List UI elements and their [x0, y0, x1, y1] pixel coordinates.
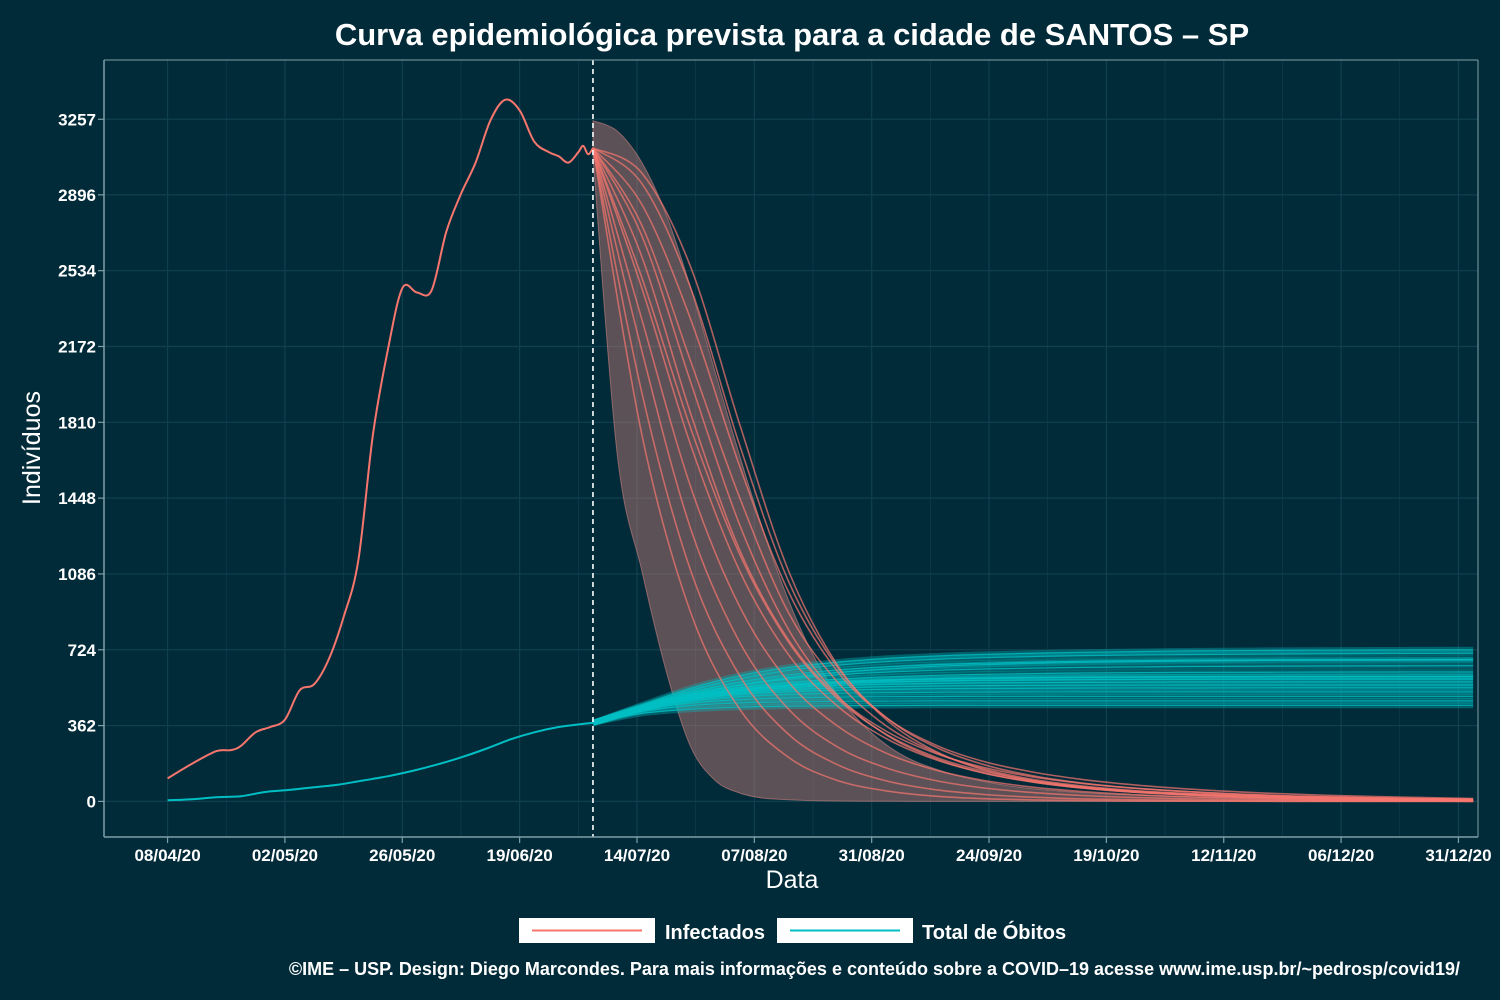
deaths-forecast-line — [592, 649, 1474, 724]
infected-forecast-line — [592, 147, 1474, 801]
infected-forecast-lines — [592, 147, 1474, 803]
infected-forecast-line — [592, 147, 1474, 800]
y-tick-label: 2172 — [58, 338, 96, 357]
legend: Infectados Total de Óbitos — [519, 918, 1066, 944]
x-tick-label: 06/12/20 — [1308, 846, 1374, 865]
infected-forecast-line — [592, 147, 1474, 801]
deaths-forecast-line — [592, 684, 1474, 724]
deaths-forecast-line — [592, 704, 1474, 724]
chart-title: Curva epidemiológica prevista para a cid… — [335, 17, 1249, 52]
observed-lines — [167, 98, 594, 802]
x-tick-label: 19/10/20 — [1073, 846, 1139, 865]
deaths-forecast-line — [592, 687, 1474, 724]
x-tick-label: 31/12/20 — [1425, 846, 1491, 865]
legend-label-deaths: Total de Óbitos — [922, 920, 1066, 944]
y-tick-label: 3257 — [58, 110, 96, 129]
infected-forecast-line — [592, 147, 1474, 801]
tick-labels: 08/04/20 02/05/20 26/05/20 19/06/20 14/07/20… — [58, 110, 1491, 865]
y-tick-label: 724 — [68, 641, 97, 660]
y-tick-label: 1086 — [58, 565, 96, 584]
deaths-forecast-line — [592, 695, 1474, 724]
legend-label-infected: Infectados — [665, 922, 765, 944]
deaths-forecast-line — [592, 681, 1474, 724]
deaths-forecast-line — [592, 671, 1474, 724]
grid-lines — [104, 60, 1478, 837]
y-tick-label: 2534 — [58, 262, 96, 281]
y-tick-label: 0 — [87, 792, 96, 811]
y-tick-label: 362 — [68, 717, 96, 736]
infected-forecast-line — [592, 147, 1474, 803]
infected-forecast-line — [592, 147, 1474, 802]
deaths-observed-line — [167, 721, 594, 802]
infected-observed-line — [167, 98, 594, 780]
axes — [103, 59, 1479, 838]
x-tick-label: 26/05/20 — [369, 846, 435, 865]
deaths-forecast-line — [592, 675, 1474, 724]
x-tick-label: 24/09/20 — [956, 846, 1022, 865]
y-tick-label: 2896 — [58, 186, 96, 205]
x-tick-label: 19/06/20 — [487, 846, 553, 865]
y-tick-label: 1810 — [58, 413, 96, 432]
x-tick-label: 02/05/20 — [252, 846, 318, 865]
deaths-forecast-line — [592, 691, 1474, 724]
deaths-forecast-line — [592, 659, 1474, 724]
deaths-forecast-line — [592, 658, 1474, 724]
deaths-forecast-line — [592, 652, 1474, 724]
y-tick-label: 1448 — [58, 489, 96, 508]
y-axis-title: Indivíduos — [18, 391, 46, 505]
x-tick-label: 12/11/20 — [1191, 846, 1256, 865]
x-tick-label: 14/07/20 — [604, 846, 670, 865]
x-tick-label: 07/08/20 — [721, 846, 787, 865]
deaths-forecast-lines — [591, 646, 1474, 726]
deaths-forecast-line — [592, 700, 1474, 724]
x-axis-title: Data — [766, 866, 819, 894]
caption: ©IME – USP. Design: Diego Marcondes. Par… — [289, 959, 1460, 979]
x-tick-label: 31/08/20 — [839, 846, 905, 865]
x-tick-label: 08/04/20 — [134, 846, 200, 865]
